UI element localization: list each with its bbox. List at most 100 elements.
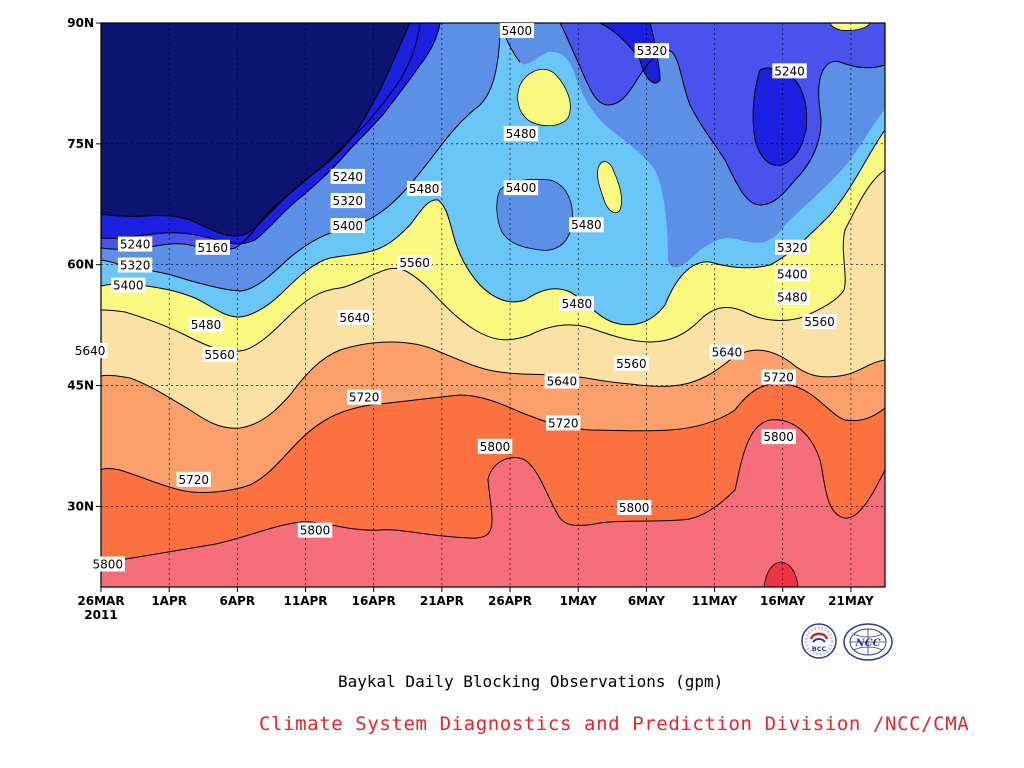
contour-label-text: 5400 xyxy=(506,181,537,195)
contour-label: 5800 xyxy=(90,556,126,572)
contour-label: 5480 xyxy=(503,126,539,142)
contour-label-text: 5400 xyxy=(333,219,364,233)
contour-label: 5640 xyxy=(337,309,372,325)
x-tick-label: 1MAY xyxy=(560,594,597,608)
contour-label-bg xyxy=(802,313,837,329)
contour-label-text: 5640 xyxy=(712,346,743,360)
x-tick-label: 26MAR xyxy=(77,594,124,608)
contour-label-bg xyxy=(330,168,365,184)
contour-label: 5320 xyxy=(117,257,153,273)
contour-label-bg xyxy=(117,236,153,252)
x-tick-label: 6MAY xyxy=(628,594,665,608)
contour-label-bg xyxy=(397,255,432,271)
contour-label-text: 5160 xyxy=(198,241,229,255)
x-tick-label: 21MAY xyxy=(828,594,874,608)
y-tick-label: 90N xyxy=(67,16,94,30)
contour-label-text: 5640 xyxy=(547,375,578,389)
contour-label-bg xyxy=(297,522,333,538)
blue-island-26apr xyxy=(496,178,573,251)
contour-label: 5720 xyxy=(761,369,796,385)
contour-label-bg xyxy=(90,556,126,572)
contour-label-text: 5720 xyxy=(178,473,209,487)
contour-label-text: 5480 xyxy=(409,182,440,196)
contour-label: 5720 xyxy=(176,471,211,487)
contour-label-bg xyxy=(477,438,513,454)
contour-label: 5240 xyxy=(330,168,365,184)
contour-label-text: 5320 xyxy=(120,259,151,273)
contour-label-bg xyxy=(544,373,580,389)
contour-label-text: 5480 xyxy=(571,218,602,232)
contour-label-text: 5240 xyxy=(774,64,805,78)
contour-label: 5240 xyxy=(117,236,153,252)
yellow-island-1may xyxy=(597,161,622,214)
contour-label: 5640 xyxy=(72,342,108,358)
x-tick-label: 6APR xyxy=(220,594,256,608)
x-tick-label: 1APR xyxy=(151,594,187,608)
y-tick-label: 75N xyxy=(67,137,94,151)
red-island-16may xyxy=(763,561,799,587)
contour-label-text: 5400 xyxy=(777,267,808,281)
contour-label-bg xyxy=(775,289,810,305)
contour-5480 xyxy=(101,129,885,326)
contour-label-text: 5800 xyxy=(763,430,794,444)
contour-label: 5480 xyxy=(569,217,604,233)
contour-label-bg xyxy=(72,342,108,358)
contour-label-text: 5720 xyxy=(763,371,794,385)
y-tick-label: 45N xyxy=(67,379,94,393)
contour-label-text: 5800 xyxy=(300,524,331,538)
contour-label: 5240 xyxy=(772,63,807,79)
contour-label: 5560 xyxy=(397,255,432,271)
contour-label-bg xyxy=(111,277,146,293)
contour-label: 5480 xyxy=(406,180,442,196)
contour-label: 5400 xyxy=(503,180,539,196)
contour-label-bg xyxy=(772,63,807,79)
chart-caption: Baykal Daily Blocking Observations (gpm) xyxy=(338,672,724,691)
contour-labels: 5400 5320 5240 5480 5400 5480 5240 5320 5400 5480… xyxy=(72,23,837,572)
contour-label-text: 5560 xyxy=(616,357,647,371)
contour-label-bg xyxy=(176,471,211,487)
contour-label-bg xyxy=(761,369,796,385)
contour-label: 5400 xyxy=(330,218,365,234)
contour-label-bg xyxy=(634,43,670,59)
contour-label-text: 5480 xyxy=(191,318,222,332)
division-credit: Climate System Diagnostics and Predictio… xyxy=(259,713,970,735)
contour-label-bg xyxy=(546,415,581,431)
x-tick-label: 11APR xyxy=(284,594,328,608)
contour-label: 5560 xyxy=(202,346,237,362)
contour-label-text: 5640 xyxy=(75,344,106,358)
contour-label-bg xyxy=(614,355,649,371)
contour-label: 5320 xyxy=(634,43,670,59)
contour-label: 5160 xyxy=(195,239,231,255)
grid-lines xyxy=(101,23,885,587)
contour-5400 xyxy=(101,23,885,292)
x-tick-label: 21APR xyxy=(420,594,464,608)
bcc-logo: BCC xyxy=(801,623,837,659)
contour-label-bg xyxy=(616,500,652,516)
contour-label-bg xyxy=(117,257,153,273)
contour-label-text: 5800 xyxy=(619,501,650,515)
ncc-logo-text: NCC xyxy=(854,638,880,649)
contour-label-bg xyxy=(775,266,810,282)
ncc-logo: NCC xyxy=(843,623,893,661)
contour-label-bg xyxy=(346,389,382,405)
contour-label: 5400 xyxy=(111,277,146,293)
contour-label-text: 5560 xyxy=(804,315,835,329)
y-axis: 90N 75N 60N 45N 30N xyxy=(67,16,101,513)
contour-label-text: 5320 xyxy=(637,44,668,58)
contour-label-text: 5240 xyxy=(333,170,364,184)
contour-label: 5560 xyxy=(802,313,837,329)
contour-5320 xyxy=(101,23,808,251)
contour-label-text: 5800 xyxy=(480,440,511,454)
contour-label-bg xyxy=(503,180,539,196)
contour-5800 xyxy=(101,419,885,561)
contour-label-text: 5560 xyxy=(204,348,235,362)
contour-label-text: 5560 xyxy=(399,256,430,270)
contour-label-text: 5720 xyxy=(548,416,579,430)
contour-label-bg xyxy=(503,126,539,142)
contour-label: 5640 xyxy=(544,373,580,389)
contour-lines xyxy=(101,23,885,561)
contour-label: 5320 xyxy=(775,239,810,255)
contour-label-text: 5400 xyxy=(502,24,533,38)
contour-label-text: 5800 xyxy=(93,557,124,571)
